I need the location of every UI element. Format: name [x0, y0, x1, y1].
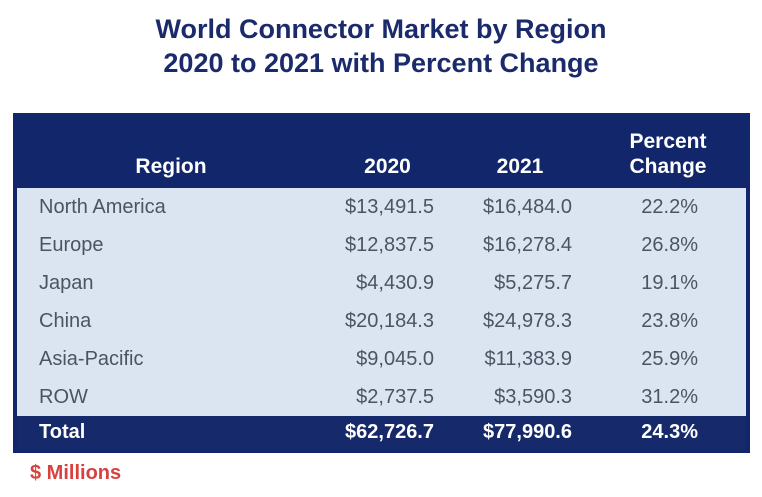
total-2020: $62,726.7: [345, 421, 434, 443]
total-2021: $77,990.6: [483, 421, 572, 443]
total-row: Total $62,726.7 $77,990.6 24.3%: [15, 416, 748, 451]
table-row: Japan $4,430.9 $5,275.7 19.1%: [15, 264, 748, 302]
cell-2021: $24,978.3: [483, 309, 572, 332]
cell-2021: $3,590.3: [494, 385, 572, 408]
connector-market-table: Region 2020 2021 Percent Change North Am…: [13, 113, 750, 453]
cell-percent-change: 26.8%: [641, 233, 698, 256]
cell-region: Japan: [39, 271, 94, 294]
cell-2021: $16,278.4: [483, 233, 572, 256]
header-region: Region: [135, 155, 207, 178]
header-percent-line2: Change: [629, 155, 707, 178]
cell-2020: $12,837.5: [345, 233, 434, 256]
table-row: North America $13,491.5 $16,484.0 22.2%: [15, 188, 748, 226]
cell-percent-change: 19.1%: [641, 271, 698, 294]
cell-2020: $20,184.3: [345, 309, 434, 332]
header-percent-line1: Percent: [629, 130, 707, 153]
table-body: North America $13,491.5 $16,484.0 22.2% …: [15, 188, 748, 451]
table-row: China $20,184.3 $24,978.3 23.8%: [15, 302, 748, 340]
table-row: ROW $2,737.5 $3,590.3 31.2%: [15, 378, 748, 416]
units-footnote: $ Millions: [30, 462, 122, 484]
page-title-line2: 2020 to 2021 with Percent Change: [163, 48, 599, 78]
header-2021: 2021: [496, 155, 544, 178]
table-row: Asia-Pacific $9,045.0 $11,383.9 25.9%: [15, 340, 748, 378]
cell-region: Asia-Pacific: [39, 347, 144, 370]
cell-2020: $2,737.5: [356, 385, 434, 408]
total-label: Total: [39, 421, 86, 443]
cell-region: North America: [39, 195, 166, 218]
cell-region: ROW: [39, 385, 88, 408]
header-2020: 2020: [364, 155, 411, 178]
page-title-line1: World Connector Market by Region: [155, 14, 607, 44]
cell-2021: $16,484.0: [483, 195, 572, 218]
cell-2020: $13,491.5: [345, 195, 434, 218]
cell-2020: $4,430.9: [356, 271, 434, 294]
header-row: Region 2020 2021 Percent Change: [15, 115, 748, 188]
table-header: Region 2020 2021 Percent Change: [15, 115, 748, 188]
total-percent-change: 24.3%: [641, 421, 698, 443]
cell-region: China: [39, 309, 92, 332]
cell-percent-change: 22.2%: [641, 195, 698, 218]
cell-percent-change: 31.2%: [641, 385, 698, 408]
table-row: Europe $12,837.5 $16,278.4 26.8%: [15, 226, 748, 264]
page-title: World Connector Market by Region 2020 to…: [0, 12, 762, 80]
cell-percent-change: 25.9%: [641, 347, 698, 370]
cell-2021: $5,275.7: [494, 271, 572, 294]
cell-percent-change: 23.8%: [641, 309, 698, 332]
cell-region: Europe: [39, 233, 104, 256]
header-percent-change: Percent Change: [590, 115, 748, 188]
cell-2021: $11,383.9: [484, 347, 573, 370]
cell-2020: $9,045.0: [356, 347, 434, 370]
